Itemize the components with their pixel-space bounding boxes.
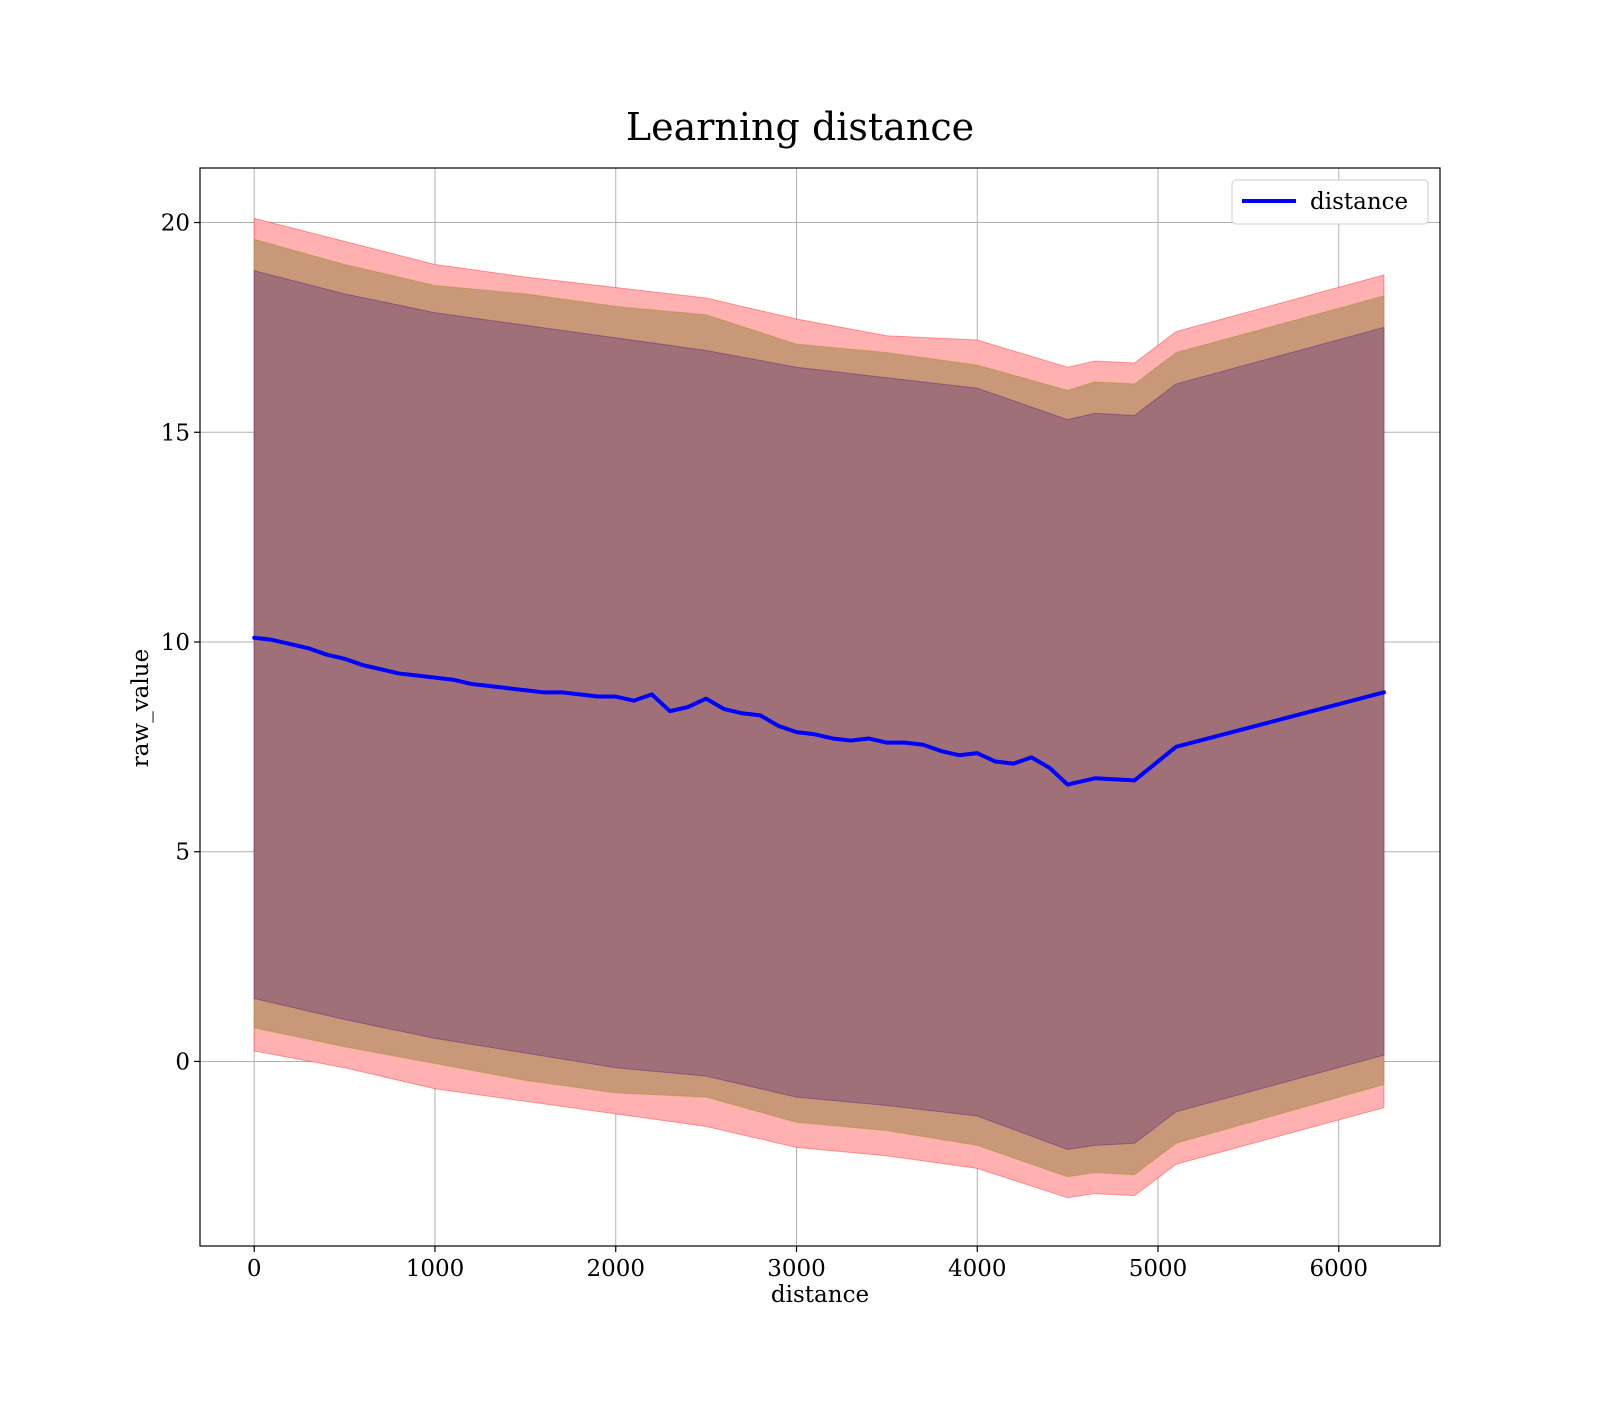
confidence-band-2 bbox=[253, 270, 1385, 1151]
plot-frame bbox=[199, 167, 1441, 1247]
series-lines bbox=[252, 635, 1386, 787]
x-axis-ticks: 0 1000 2000 3000 4000 5000 6000 bbox=[247, 1246, 1368, 1282]
x-tick-label-0: 0 bbox=[247, 1256, 262, 1282]
x-tick-label-2: 2000 bbox=[586, 1256, 645, 1282]
y-axis-label: raw_value bbox=[128, 649, 154, 767]
series-line-0 bbox=[252, 635, 1386, 787]
legend-box bbox=[1231, 179, 1429, 225]
x-tick-label-4: 4000 bbox=[948, 1256, 1007, 1282]
x-tick-label-5: 5000 bbox=[1129, 1256, 1188, 1282]
y-tick-label-2: 10 bbox=[161, 630, 190, 656]
confidence-bands bbox=[253, 217, 1385, 1199]
chart-title: Learning distance bbox=[626, 105, 974, 149]
x-tick-label-6: 6000 bbox=[1310, 1256, 1369, 1282]
y-tick-label-4: 20 bbox=[161, 211, 190, 237]
y-tick-label-0: 0 bbox=[175, 1049, 190, 1075]
x-axis-label: distance bbox=[771, 1282, 869, 1308]
y-axis-ticks: 0 5 10 15 20 bbox=[161, 211, 200, 1075]
x-tick-label-1: 1000 bbox=[406, 1256, 465, 1282]
legend: distance bbox=[1231, 179, 1429, 225]
y-tick-label-1: 5 bbox=[175, 840, 190, 866]
legend-label-distance: distance bbox=[1310, 189, 1408, 215]
y-tick-label-3: 15 bbox=[161, 420, 190, 446]
x-tick-label-3: 3000 bbox=[767, 1256, 826, 1282]
